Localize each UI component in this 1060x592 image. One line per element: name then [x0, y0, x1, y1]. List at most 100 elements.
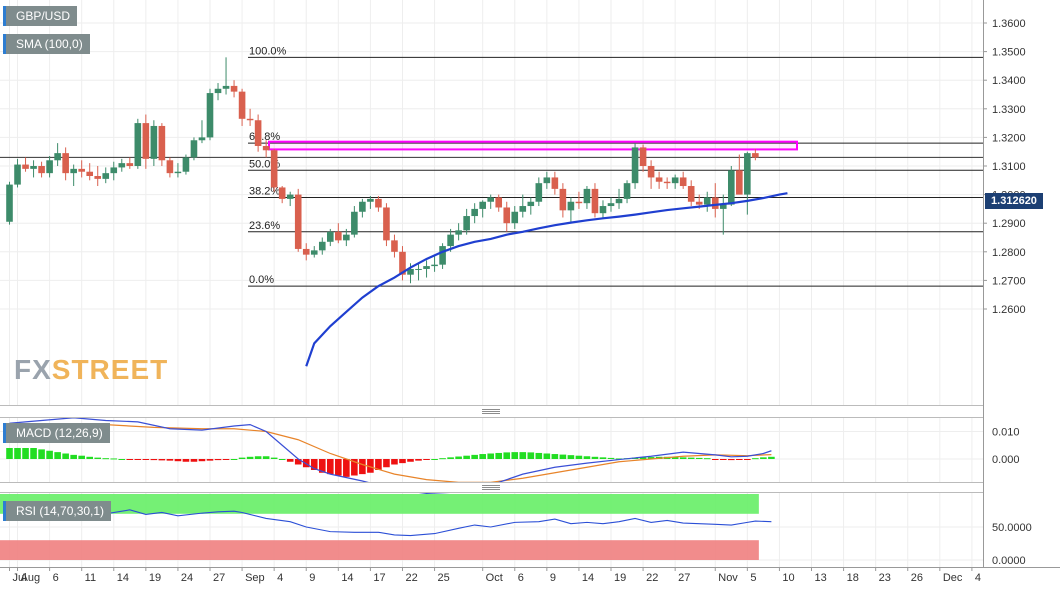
candle-body [6, 184, 13, 222]
candle-body [174, 171, 182, 174]
macd-histogram-bar [591, 456, 599, 459]
macd-histogram-bar [238, 457, 246, 459]
candle-body [78, 168, 85, 172]
price-tick-label: 1.2700 [992, 275, 1026, 287]
candle-body [327, 231, 334, 242]
date-tick-label: 4 [975, 572, 981, 584]
rsi-line [9, 509, 772, 537]
candle-body [238, 91, 246, 119]
date-tick-label: 9 [309, 572, 315, 584]
price-tick-label: 1.3400 [992, 75, 1026, 87]
candle-body [447, 234, 454, 247]
macd-histogram-bar [407, 459, 414, 462]
macd-histogram-bar [102, 458, 110, 460]
candle-body [527, 201, 535, 207]
date-tick-label: 23 [879, 572, 891, 584]
fib-level-label: 23.6% [249, 220, 280, 232]
date-tick-label: 10 [782, 572, 794, 584]
macd-histogram-bar [423, 459, 430, 460]
macd-histogram-bar [607, 457, 615, 459]
candle-body [744, 153, 751, 195]
macd-histogram-bar [391, 459, 398, 465]
macd-histogram-bar [744, 459, 751, 460]
candle-body [752, 153, 759, 158]
candle-body [471, 208, 478, 217]
candle-body [615, 198, 623, 204]
macd-histogram-bar [230, 459, 238, 460]
candle-body [198, 137, 206, 141]
macd-histogram-bar [728, 459, 735, 461]
date-tick-label: Aug [21, 572, 41, 584]
macd-histogram-bar [768, 456, 775, 459]
candle-body [383, 207, 390, 241]
candle-body [206, 93, 214, 138]
macd-histogram-bar [158, 459, 166, 461]
macd-histogram-bar [86, 456, 93, 459]
macd-tick-label: 0.010 [992, 427, 1020, 439]
macd-histogram-bar [174, 459, 182, 462]
macd-histogram-bar [278, 459, 286, 460]
macd-histogram-bar [46, 450, 53, 459]
candle-body [335, 231, 342, 241]
candle-body [495, 197, 503, 208]
macd-histogram-bar [551, 454, 559, 459]
candle-body [423, 266, 430, 269]
candle-body [703, 197, 711, 205]
candle-body [479, 201, 486, 209]
candle-body [86, 171, 93, 177]
candle-body [246, 118, 254, 121]
candle-body [214, 88, 222, 94]
date-tick-label: 22 [405, 572, 417, 584]
macd-histogram-bar [511, 452, 519, 459]
candle-body [687, 186, 695, 202]
candle-body [182, 157, 190, 172]
date-tick-label: 9 [550, 572, 556, 584]
candle-body [367, 198, 374, 202]
resistance-zone [268, 140, 798, 151]
date-tick-label: Sep [245, 572, 265, 584]
macd-histogram-bar [687, 457, 695, 459]
macd-histogram-bar [719, 459, 727, 460]
macd-histogram-bar [503, 452, 511, 459]
macd-histogram-bar [695, 457, 703, 459]
candle-body [591, 188, 599, 214]
candle-body [728, 170, 735, 205]
date-tick-label: 6 [518, 572, 524, 584]
candle-body [671, 177, 679, 184]
candle-body [519, 206, 527, 212]
candle-body [270, 150, 278, 188]
candle-body [150, 125, 158, 159]
candle-body [399, 251, 406, 275]
date-tick-label: 18 [847, 572, 859, 584]
candle-body [230, 85, 238, 92]
sma-label: SMA (100,0) [3, 34, 90, 54]
date-tick-label: 27 [678, 572, 690, 584]
rsi-layer [0, 494, 772, 560]
macd-histogram-bar [134, 459, 142, 460]
macd-histogram-bar [206, 459, 214, 461]
symbol-label: GBP/USD [3, 6, 78, 26]
panel-frame [0, 0, 1060, 568]
date-tick-label: 22 [646, 572, 658, 584]
macd-histogram-bar [752, 458, 759, 460]
date-tick-label: 13 [815, 572, 827, 584]
date-tick-label: Oct [486, 572, 503, 584]
price-tick-label: 1.3200 [992, 132, 1026, 144]
candle-body [679, 177, 687, 187]
date-tick-label: 17 [373, 572, 385, 584]
candle-body [343, 234, 350, 241]
macd-histogram-bar [711, 459, 719, 460]
macd-histogram-bar [190, 459, 198, 462]
price-tick-label: 1.2900 [992, 218, 1026, 230]
macd-histogram-bar [222, 459, 230, 460]
macd-histogram-bar [487, 453, 494, 459]
macd-histogram-bar [270, 457, 278, 459]
date-tick-label: 4 [277, 572, 283, 584]
date-tick-label: 26 [911, 572, 923, 584]
macd-histogram-bar [559, 454, 567, 459]
macd-histogram-bar [599, 457, 607, 459]
macd-histogram-bar [431, 459, 438, 460]
candle-body [583, 188, 591, 204]
